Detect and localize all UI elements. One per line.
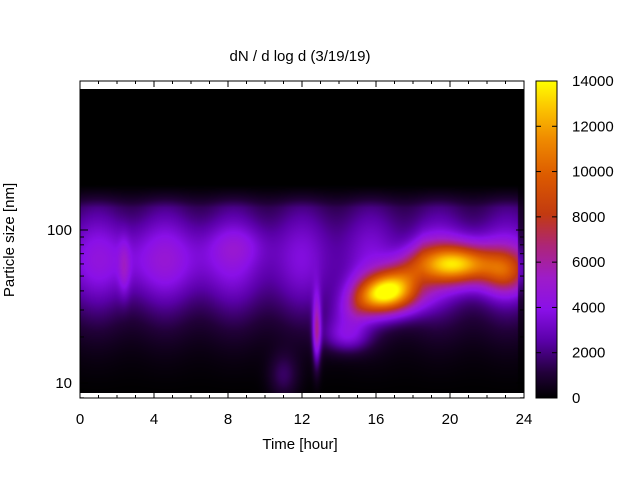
colorbar: 0 2000 4000 6000 8000 10000 12000 14000 (536, 73, 614, 407)
x-tick-label: 8 (224, 411, 232, 428)
colorbar-tick-label: 4000 (572, 299, 605, 316)
colorbar-tick-label: 2000 (572, 345, 605, 362)
plot-area (80, 89, 524, 393)
colorbar-tick-label: 14000 (572, 73, 614, 90)
x-tick-label: 20 (442, 411, 459, 428)
colorbar-tick-label: 0 (572, 390, 580, 407)
x-tick-label: 24 (516, 411, 533, 428)
colorbar-tick-label: 6000 (572, 254, 605, 271)
colorbar-tick-label: 8000 (572, 209, 605, 226)
chart-title: dN / d log d (3/19/19) (230, 48, 371, 65)
y-tick-label: 100 (47, 222, 72, 239)
y-axis-label: Particle size [nm] (1, 183, 18, 297)
y-tick-label: 10 (55, 375, 72, 392)
x-tick-label: 4 (150, 411, 158, 428)
x-axis-label: Time [hour] (262, 436, 337, 453)
x-tick-label: 16 (368, 411, 385, 428)
colorbar-tick-label: 10000 (572, 164, 614, 181)
colorbar-gradient (536, 81, 557, 398)
x-tick-label: 12 (294, 411, 311, 428)
heatmap-image (80, 89, 524, 393)
x-tick-label: 0 (76, 411, 84, 428)
colorbar-tick-label: 12000 (572, 118, 614, 135)
